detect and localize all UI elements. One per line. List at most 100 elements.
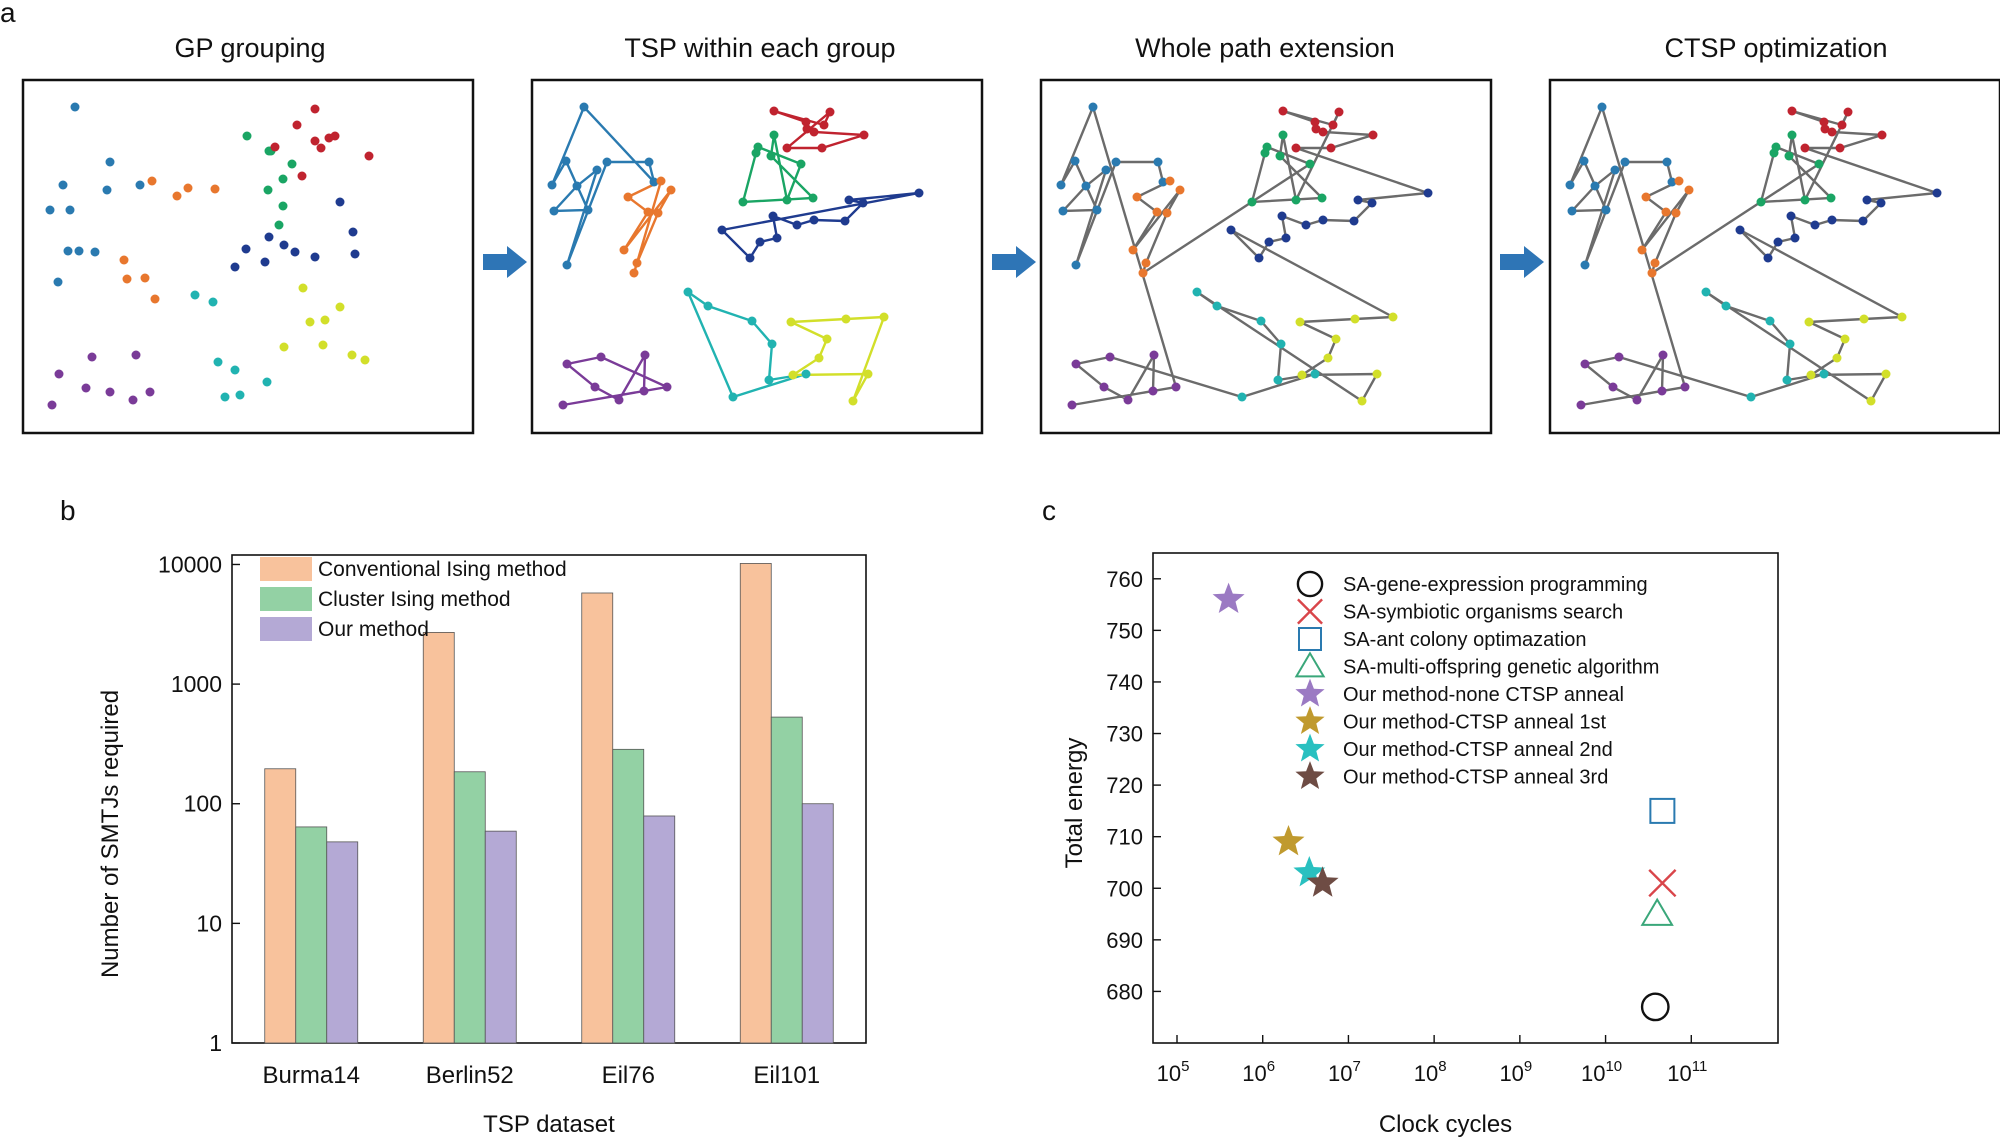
city-dot bbox=[1081, 181, 1091, 191]
city-dot bbox=[122, 274, 132, 284]
city-dot bbox=[1331, 334, 1341, 344]
city-dot bbox=[1567, 206, 1577, 216]
data-point bbox=[1293, 856, 1326, 887]
panel-a-plots bbox=[45, 102, 1942, 410]
city-dot bbox=[848, 396, 858, 406]
city-dot bbox=[278, 201, 288, 211]
city-dot bbox=[1840, 334, 1850, 344]
x-tick-label: 106 bbox=[1242, 1058, 1275, 1086]
x-marker-stroke bbox=[1648, 869, 1677, 898]
y-tick-label: 750 bbox=[1106, 618, 1143, 643]
city-dot bbox=[1334, 107, 1344, 117]
city-dot bbox=[738, 197, 748, 207]
legend-label: Our method-CTSP anneal 2nd bbox=[1343, 739, 1613, 761]
city-dot bbox=[1291, 143, 1301, 153]
city-dot bbox=[767, 339, 777, 349]
city-dot bbox=[1680, 382, 1690, 392]
city-dot bbox=[1597, 102, 1607, 112]
bar bbox=[484, 830, 517, 1044]
panel-a-frame-4 bbox=[1548, 78, 2000, 435]
y-tick-label: 690 bbox=[1106, 928, 1143, 953]
city-dot bbox=[1111, 157, 1121, 167]
city-dot bbox=[1858, 216, 1868, 226]
city-dot bbox=[1787, 106, 1797, 116]
city-dot bbox=[1773, 237, 1783, 247]
city-dot bbox=[1297, 370, 1307, 380]
arrow-icon bbox=[483, 246, 527, 278]
data-point bbox=[1272, 825, 1305, 856]
city-dot bbox=[639, 386, 649, 396]
city-dot bbox=[335, 302, 345, 312]
city-dot bbox=[1148, 386, 1158, 396]
city-dot bbox=[596, 352, 606, 362]
city-dot bbox=[782, 143, 792, 153]
city-dot bbox=[318, 340, 328, 350]
legend-label: Our method-CTSP anneal 1st bbox=[1343, 712, 1607, 734]
city-dot bbox=[1349, 216, 1359, 226]
city-dot bbox=[320, 315, 330, 325]
city-dot bbox=[262, 377, 272, 387]
city-dot bbox=[1291, 195, 1301, 205]
city-dot bbox=[572, 181, 582, 191]
city-dot bbox=[230, 262, 240, 272]
city-dot bbox=[1056, 180, 1066, 190]
y-tick-label: 100 bbox=[184, 791, 222, 817]
city-dot bbox=[210, 184, 220, 194]
city-dot bbox=[1932, 188, 1942, 198]
city-dot bbox=[547, 180, 557, 190]
city-dot bbox=[643, 207, 653, 217]
city-dot bbox=[290, 247, 300, 257]
city-dot bbox=[1295, 317, 1305, 327]
city-dot bbox=[1746, 392, 1756, 402]
city-dot bbox=[1769, 148, 1779, 158]
bar bbox=[581, 592, 614, 1044]
city-dot bbox=[1123, 395, 1133, 405]
city-dot bbox=[1590, 181, 1600, 191]
city-dot bbox=[1658, 350, 1668, 360]
city-dot bbox=[1277, 211, 1287, 221]
city-dot bbox=[755, 237, 765, 247]
legend-label: SA-multi-offspring genetic algorithm bbox=[1343, 657, 1659, 679]
legend-marker bbox=[1297, 598, 1323, 625]
bar bbox=[770, 716, 803, 1044]
city-dot bbox=[809, 127, 819, 137]
city-dot bbox=[623, 192, 633, 202]
city-dot bbox=[1372, 369, 1382, 379]
city-dot bbox=[769, 106, 779, 116]
city-dot bbox=[287, 159, 297, 169]
city-dot bbox=[135, 180, 145, 190]
city-dot bbox=[1650, 258, 1660, 268]
city-dot bbox=[1254, 253, 1264, 263]
city-dot bbox=[640, 350, 650, 360]
city-dot bbox=[47, 400, 57, 410]
group-loop bbox=[685, 288, 807, 399]
legend-swatch bbox=[260, 587, 312, 611]
city-dot bbox=[1684, 185, 1694, 195]
city-dot bbox=[279, 240, 289, 250]
y-tick-label: 680 bbox=[1106, 979, 1143, 1004]
city-dot bbox=[764, 375, 774, 385]
city-dot bbox=[786, 317, 796, 327]
city-dot bbox=[819, 120, 829, 130]
city-dot bbox=[717, 225, 727, 235]
y-tick-label: 700 bbox=[1106, 876, 1143, 901]
city-dot bbox=[863, 369, 873, 379]
city-dot bbox=[814, 353, 824, 363]
city-dot bbox=[335, 197, 345, 207]
city-dot bbox=[128, 395, 138, 405]
city-dot bbox=[1247, 197, 1257, 207]
city-dot bbox=[145, 387, 155, 397]
city-dot bbox=[1152, 207, 1162, 217]
city-dot bbox=[1661, 207, 1671, 217]
plot-frame bbox=[1152, 552, 1779, 1044]
city-dot bbox=[364, 151, 374, 161]
city-dot bbox=[70, 102, 80, 112]
legend-marker bbox=[1296, 570, 1324, 598]
city-dot bbox=[859, 130, 869, 140]
city-dot bbox=[1632, 395, 1642, 405]
y-axis-label: Total energy bbox=[1061, 738, 1088, 869]
city-dot bbox=[242, 131, 252, 141]
panel-a-frame-2 bbox=[530, 78, 984, 435]
city-dot bbox=[1820, 124, 1830, 134]
x-tick-label: Eil101 bbox=[753, 1062, 820, 1089]
